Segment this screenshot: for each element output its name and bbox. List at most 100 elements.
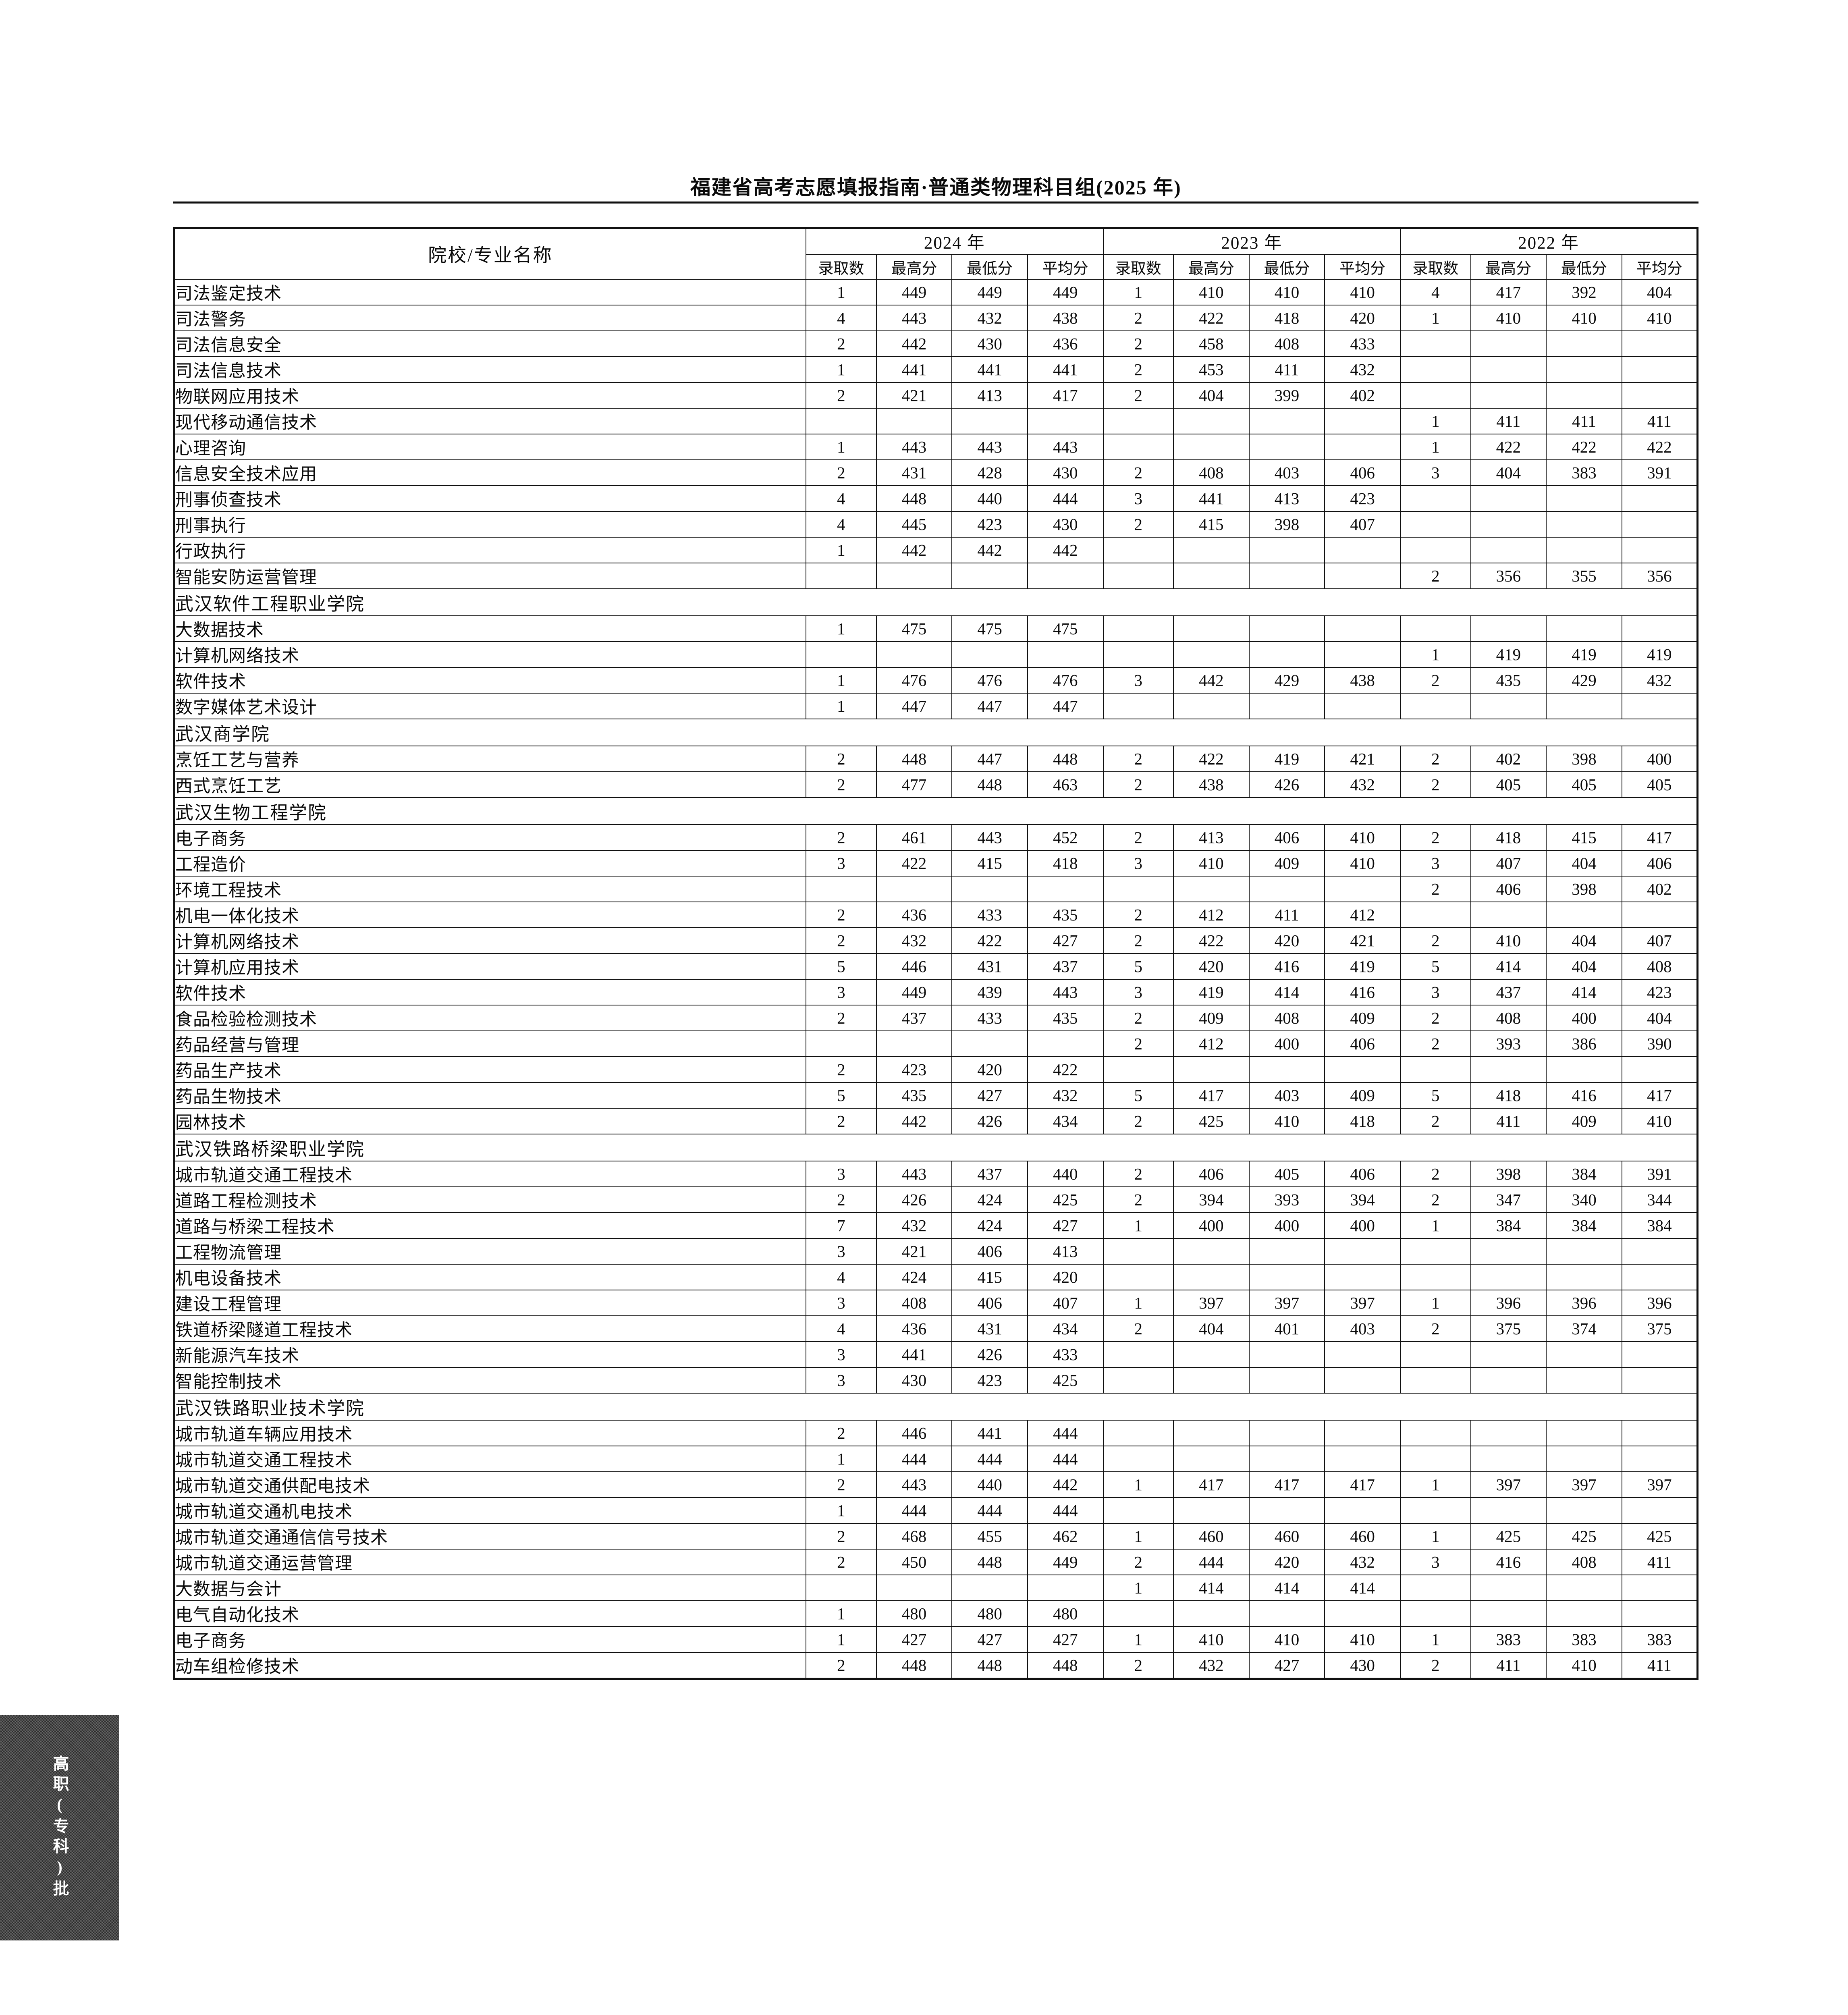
cell-2024-count: 2 [806, 902, 877, 928]
cell-2023-min [1248, 876, 1325, 902]
cell-2022-max: 422 [1470, 434, 1547, 460]
cell-2022-count: 2 [1399, 1108, 1471, 1134]
cell-2024-count: 3 [806, 979, 877, 1005]
table-row: 城市轨道交通运营管理 2 450 448 449 2 444 420 432 3 416 408 411 [174, 1549, 1698, 1575]
cell-2024-max: 436 [876, 1315, 953, 1342]
cell-2024-min: 455 [951, 1523, 1028, 1550]
cell-2022-count [1399, 1446, 1471, 1472]
cell-2023-min: 401 [1248, 1315, 1325, 1342]
cell-2022-max: 405 [1470, 771, 1547, 798]
cell-2024-avg: 443 [1027, 979, 1104, 1005]
major-name: 城市轨道交通通信信号技术 [174, 1523, 807, 1550]
cell-2022-count [1399, 1600, 1471, 1627]
cell-2024-count: 2 [806, 824, 877, 851]
cell-2024-min: 426 [951, 1108, 1028, 1134]
cell-2023-count [1103, 1420, 1174, 1446]
cell-2023-min: 413 [1248, 485, 1325, 512]
cell-2023-count: 1 [1103, 1290, 1174, 1316]
cell-2022-avg: 425 [1621, 1523, 1698, 1550]
cell-2023-max: 406 [1173, 1161, 1250, 1187]
column-header-name: 院校/专业名称 [174, 227, 807, 280]
cell-2022-max [1470, 1575, 1547, 1601]
cell-2024-avg: 427 [1027, 1212, 1104, 1239]
major-name: 建设工程管理 [174, 1290, 807, 1316]
major-name: 工程物流管理 [174, 1238, 807, 1265]
cell-2024-min: 480 [951, 1600, 1028, 1627]
cell-2022-count: 2 [1399, 876, 1471, 902]
cell-2022-avg [1621, 1367, 1698, 1394]
table-head-sub-row: 录取数 最高分 最低分 平均分 录取数 最高分 最低分 平均分 录取数 最高分 … [174, 254, 1698, 280]
table-row: 建设工程管理 3 408 406 407 1 397 397 397 1 396 396 396 [174, 1290, 1698, 1316]
cell-2023-avg: 420 [1324, 305, 1401, 331]
cell-2024-max: 444 [876, 1497, 953, 1524]
cell-2022-max: 407 [1470, 850, 1547, 877]
cell-2023-count [1103, 1238, 1174, 1265]
table-row: 行政执行 1 442 442 442 [174, 537, 1698, 563]
cell-2023-avg: 400 [1324, 1212, 1401, 1239]
cell-2023-min [1248, 537, 1325, 563]
cell-2024-min: 443 [951, 434, 1028, 460]
cell-2023-max: 404 [1173, 1315, 1250, 1342]
cell-2022-count: 2 [1399, 927, 1471, 954]
cell-2024-max: 443 [876, 1161, 953, 1187]
cell-2024-max: 421 [876, 382, 953, 409]
cell-2022-min [1546, 693, 1622, 719]
cell-2023-max: 414 [1173, 1575, 1250, 1601]
cell-2022-count: 1 [1399, 641, 1471, 668]
cell-2024-avg: 432 [1027, 1082, 1104, 1109]
cell-2022-min: 404 [1546, 927, 1622, 954]
cell-2022-count [1399, 1497, 1471, 1524]
cell-2024-avg: 442 [1027, 1471, 1104, 1498]
table-row: 烹饪工艺与营养 2 448 447 448 2 422 419 421 2 402 398 400 [174, 746, 1698, 772]
cell-2023-avg: 432 [1324, 356, 1401, 383]
cell-2023-count: 1 [1103, 1575, 1174, 1601]
cell-2023-avg [1324, 1238, 1401, 1265]
cell-2022-count: 1 [1399, 1523, 1471, 1550]
cell-2024-min: 449 [951, 279, 1028, 305]
table-row-school: 武汉软件工程职业学院 [174, 588, 1698, 616]
cell-2023-min [1248, 1341, 1325, 1368]
cell-2022-avg [1621, 1446, 1698, 1472]
cell-2024-avg: 407 [1027, 1290, 1104, 1316]
cell-2024-max [876, 1030, 953, 1057]
cell-2022-avg: 384 [1621, 1212, 1698, 1239]
cell-2022-max [1470, 1367, 1547, 1394]
cell-2023-count: 1 [1103, 1626, 1174, 1653]
cell-2024-avg: 435 [1027, 1005, 1104, 1031]
cell-2023-avg: 403 [1324, 1315, 1401, 1342]
cell-2022-count: 2 [1399, 1005, 1471, 1031]
cell-2022-count: 2 [1399, 1652, 1471, 1679]
cell-2023-count: 2 [1103, 1549, 1174, 1575]
cell-2024-max: 442 [876, 537, 953, 563]
cell-2022-avg: 396 [1621, 1290, 1698, 1316]
cell-2023-count: 1 [1103, 1523, 1174, 1550]
major-name: 药品生产技术 [174, 1056, 807, 1083]
cell-2024-max [876, 408, 953, 434]
cell-2022-max [1470, 330, 1547, 357]
cell-2022-avg: 390 [1621, 1030, 1698, 1057]
cell-2023-count: 2 [1103, 459, 1174, 486]
cell-2023-min: 405 [1248, 1161, 1325, 1187]
major-name: 信息安全技术应用 [174, 459, 807, 486]
table-row: 城市轨道交通供配电技术 2 443 440 442 1 417 417 417 1 397 397 39… [174, 1471, 1698, 1498]
cell-2023-count [1103, 1341, 1174, 1368]
cell-2023-max [1173, 1367, 1250, 1394]
cell-2022-max [1470, 1446, 1547, 1472]
major-name: 刑事侦查技术 [174, 485, 807, 512]
cell-2022-avg: 391 [1621, 1161, 1698, 1187]
cell-2024-min: 476 [951, 667, 1028, 694]
cell-2023-min [1248, 434, 1325, 460]
cell-2024-max: 448 [876, 746, 953, 772]
cell-2023-count: 2 [1103, 382, 1174, 409]
cell-2024-count: 3 [806, 1161, 877, 1187]
cell-2023-avg: 423 [1324, 485, 1401, 512]
cell-2024-count: 4 [806, 1315, 877, 1342]
major-name: 道路工程检测技术 [174, 1186, 807, 1213]
cell-2024-max: 445 [876, 511, 953, 538]
table-row: 电气自动化技术 1 480 480 480 [174, 1600, 1698, 1627]
cell-2022-avg [1621, 485, 1698, 512]
cell-2024-min: 442 [951, 537, 1028, 563]
table-row: 新能源汽车技术 3 441 426 433 [174, 1341, 1698, 1368]
cell-2023-avg: 438 [1324, 667, 1401, 694]
cell-2024-max: 476 [876, 667, 953, 694]
